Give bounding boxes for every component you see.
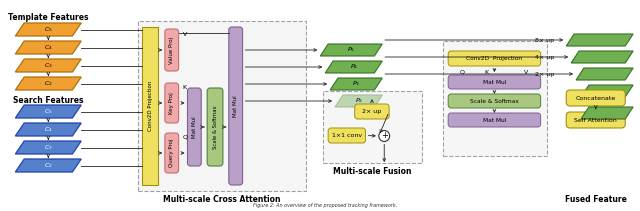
Polygon shape xyxy=(15,77,81,90)
Text: 1×1 conv: 1×1 conv xyxy=(332,133,362,138)
Text: $P_{2}$: $P_{2}$ xyxy=(355,97,363,106)
FancyBboxPatch shape xyxy=(229,27,243,185)
Text: V: V xyxy=(182,31,187,37)
Text: Conv2D Projection: Conv2D Projection xyxy=(148,81,152,131)
Text: K: K xyxy=(484,69,488,74)
Polygon shape xyxy=(566,34,633,46)
FancyBboxPatch shape xyxy=(566,112,625,128)
Polygon shape xyxy=(320,44,382,56)
Polygon shape xyxy=(325,61,382,73)
Text: 2× up: 2× up xyxy=(535,72,554,77)
Text: 4× up: 4× up xyxy=(535,54,554,60)
FancyBboxPatch shape xyxy=(165,83,179,123)
Text: $P_{4}$: $P_{4}$ xyxy=(349,62,358,72)
Text: Multi-scale Fusion: Multi-scale Fusion xyxy=(333,166,412,176)
FancyBboxPatch shape xyxy=(165,29,179,71)
Text: Fused Feature: Fused Feature xyxy=(564,195,627,203)
Text: Mat Mul: Mat Mul xyxy=(483,118,506,123)
FancyBboxPatch shape xyxy=(448,94,541,108)
Text: $C_{3}$: $C_{3}$ xyxy=(44,61,52,70)
Polygon shape xyxy=(576,68,633,80)
Text: Figure 2: An overview of the proposed tracking framework.: Figure 2: An overview of the proposed tr… xyxy=(253,203,397,208)
Text: $C_{2}$: $C_{2}$ xyxy=(44,161,52,170)
Polygon shape xyxy=(15,23,81,36)
Text: Search Features: Search Features xyxy=(13,96,84,104)
Text: $C_{5}$: $C_{5}$ xyxy=(44,107,52,116)
FancyBboxPatch shape xyxy=(566,90,625,106)
FancyBboxPatch shape xyxy=(448,51,541,66)
Polygon shape xyxy=(15,123,81,136)
FancyBboxPatch shape xyxy=(448,75,541,89)
FancyBboxPatch shape xyxy=(448,113,541,127)
Text: $C_{4}$: $C_{4}$ xyxy=(44,125,52,134)
Text: Q: Q xyxy=(182,134,188,139)
Text: Template Features: Template Features xyxy=(8,12,88,22)
Text: $P_{3}$: $P_{3}$ xyxy=(352,80,360,88)
Text: Concatenate: Concatenate xyxy=(575,96,616,100)
Polygon shape xyxy=(330,78,382,90)
Polygon shape xyxy=(15,59,81,72)
Text: 8× up: 8× up xyxy=(535,38,554,42)
Text: Value Proj: Value Proj xyxy=(169,37,174,64)
Text: $P_{5}$: $P_{5}$ xyxy=(347,46,355,54)
FancyBboxPatch shape xyxy=(165,133,179,173)
Text: $C_{5}$: $C_{5}$ xyxy=(44,25,52,34)
Text: Conv2D  Projection: Conv2D Projection xyxy=(467,56,522,61)
Bar xyxy=(323,91,422,163)
Text: Scale & Softmax: Scale & Softmax xyxy=(212,105,218,149)
Bar xyxy=(138,21,305,191)
Text: Scale & Softmax: Scale & Softmax xyxy=(470,99,519,104)
Polygon shape xyxy=(15,141,81,154)
Bar xyxy=(142,27,158,185)
Text: Multi-scale Cross Attention: Multi-scale Cross Attention xyxy=(163,195,281,203)
Text: 2× up: 2× up xyxy=(362,109,381,114)
Text: Key Proj: Key Proj xyxy=(169,92,174,114)
Text: V: V xyxy=(524,69,528,74)
Text: $C_{3}$: $C_{3}$ xyxy=(44,143,52,152)
Circle shape xyxy=(379,130,390,142)
Text: Query Proj: Query Proj xyxy=(169,139,174,167)
Text: Mat Mul: Mat Mul xyxy=(233,95,238,117)
Polygon shape xyxy=(581,107,633,119)
Polygon shape xyxy=(581,85,633,97)
FancyBboxPatch shape xyxy=(207,88,223,166)
Text: Self Attention: Self Attention xyxy=(574,118,617,123)
Text: $C_{2}$: $C_{2}$ xyxy=(44,79,52,88)
Text: Mat Mul: Mat Mul xyxy=(192,116,197,138)
FancyBboxPatch shape xyxy=(328,128,365,143)
Polygon shape xyxy=(15,159,81,172)
FancyBboxPatch shape xyxy=(355,104,389,119)
Text: K: K xyxy=(182,84,187,89)
Bar xyxy=(444,41,547,156)
Polygon shape xyxy=(335,95,382,107)
Text: +: + xyxy=(381,131,388,141)
Polygon shape xyxy=(571,51,633,63)
Text: $C_{4}$: $C_{4}$ xyxy=(44,43,52,52)
FancyBboxPatch shape xyxy=(188,88,201,166)
Polygon shape xyxy=(15,105,81,118)
Polygon shape xyxy=(15,41,81,54)
Text: Mat Mul: Mat Mul xyxy=(483,80,506,84)
Text: Q: Q xyxy=(460,69,465,74)
